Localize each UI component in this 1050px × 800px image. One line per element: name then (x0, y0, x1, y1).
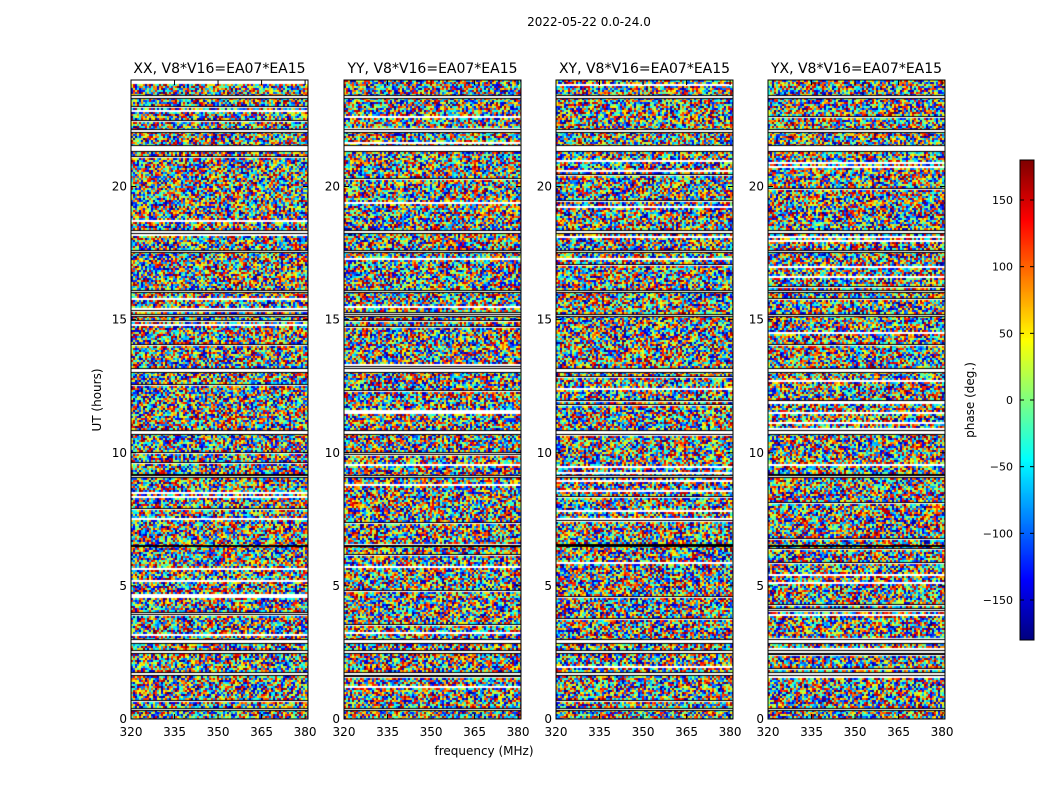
colorbar-tick-label: 150 (992, 194, 1013, 207)
y-tick-label: 0 (756, 712, 764, 726)
plot-frame (767, 79, 946, 720)
y-tick-label: 0 (332, 712, 340, 726)
y-tick-label: 15 (112, 313, 127, 327)
heatmap-image (768, 80, 945, 719)
x-tick-label: 320 (333, 725, 356, 739)
panel-1: XX, V8*V16=EA07*EA15 320 335 350 365 380 0 5 10 1… (112, 61, 317, 739)
plot-frame (130, 79, 309, 720)
x-tick-label: 380 (931, 725, 954, 739)
x-tick-label: 380 (719, 725, 742, 739)
y-tick-label: 0 (119, 712, 127, 726)
heatmap-image (131, 80, 308, 719)
x-tick-label: 335 (588, 725, 611, 739)
x-tick-label: 335 (800, 725, 823, 739)
x-tick-label: 365 (887, 725, 910, 739)
panel-title: YY, V8*V16=EA07*EA15 (346, 61, 517, 77)
y-tick-label: 15 (325, 313, 340, 327)
x-tick-label: 320 (757, 725, 780, 739)
y-tick-label: 10 (112, 446, 127, 460)
colorbar-tick-label: −150 (983, 594, 1013, 607)
y-tick-label: 20 (325, 180, 340, 194)
figure-suptitle: 2022-05-22 0.0-24.0 (527, 15, 651, 29)
panel-4: YX, V8*V16=EA07*EA15 320 335 350 365 380 0 5 10 1… (749, 61, 954, 739)
x-tick-label: 320 (120, 725, 143, 739)
colorbar-tick-label: 0 (1006, 394, 1013, 407)
y-tick-label: 20 (112, 180, 127, 194)
colorbar: −150 −100 −50 0 50 100 150 (983, 159, 1035, 641)
heatmap-image (344, 80, 521, 719)
x-tick-label: 335 (376, 725, 399, 739)
x-tick-label: 320 (545, 725, 568, 739)
x-tick-label: 335 (163, 725, 186, 739)
x-tick-label: 350 (207, 725, 230, 739)
y-tick-label: 5 (544, 579, 552, 593)
x-axis-label: frequency (MHz) (434, 744, 533, 758)
y-tick-label: 10 (749, 446, 764, 460)
y-tick-label: 10 (537, 446, 552, 460)
x-tick-label: 350 (844, 725, 867, 739)
x-tick-label: 365 (675, 725, 698, 739)
plot-frame (343, 79, 522, 720)
x-tick-label: 350 (632, 725, 655, 739)
panel-title: YX, V8*V16=EA07*EA15 (770, 61, 942, 77)
colorbar-label: phase (deg.) (963, 362, 977, 438)
x-tick-label: 380 (507, 725, 530, 739)
y-tick-label: 10 (325, 446, 340, 460)
colorbar-tick-label: −50 (990, 461, 1013, 474)
panels-group: XX, V8*V16=EA07*EA15 320 335 350 365 380 0 5 10 1… (112, 61, 954, 739)
y-tick-label: 5 (332, 579, 340, 593)
x-tick-label: 350 (420, 725, 443, 739)
colorbar-tick-label: 50 (999, 327, 1013, 340)
panel-2: YY, V8*V16=EA07*EA15 320 335 350 365 380 0 5 10 1… (325, 61, 530, 739)
y-tick-label: 20 (749, 180, 764, 194)
plot-frame (555, 79, 734, 720)
x-tick-label: 365 (250, 725, 273, 739)
x-tick-label: 365 (463, 725, 486, 739)
y-tick-label: 15 (749, 313, 764, 327)
y-tick-label: 0 (544, 712, 552, 726)
heatmap-image (556, 80, 733, 719)
colorbar-tick-label: −100 (983, 527, 1013, 540)
y-tick-label: 5 (756, 579, 764, 593)
y-tick-label: 5 (119, 579, 127, 593)
y-tick-label: 15 (537, 313, 552, 327)
panel-title: XY, V8*V16=EA07*EA15 (559, 61, 730, 77)
y-tick-label: 20 (537, 180, 552, 194)
panel-3: XY, V8*V16=EA07*EA15 320 335 350 365 380 0 5 10 1… (537, 61, 742, 739)
y-axis-label: UT (hours) (90, 368, 104, 431)
colorbar-gradient (1020, 160, 1034, 640)
colorbar-tick-label: 100 (992, 261, 1013, 274)
panel-title: XX, V8*V16=EA07*EA15 (133, 61, 305, 77)
x-tick-label: 380 (294, 725, 317, 739)
